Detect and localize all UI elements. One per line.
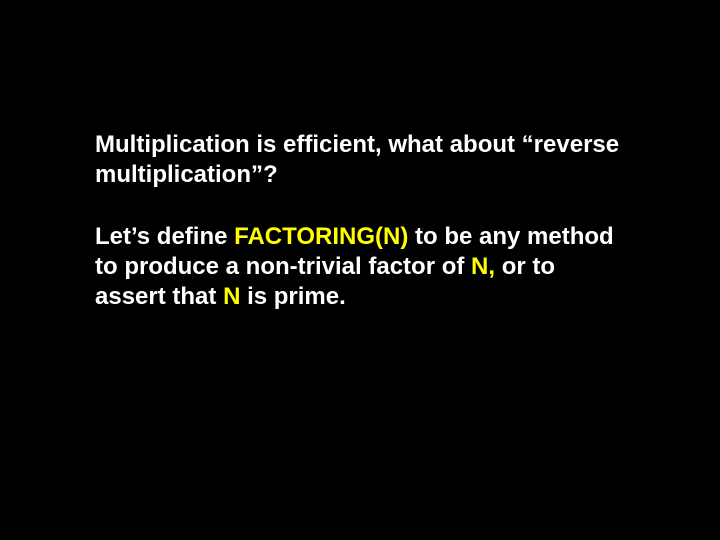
variable-n: N,	[471, 253, 495, 280]
paragraph-2: Let’s define FACTORING(N) to be any meth…	[95, 222, 625, 312]
text-run: Multiplication is efficient, what about …	[95, 131, 619, 188]
variable-n: N	[223, 283, 240, 310]
slide: Multiplication is efficient, what about …	[0, 0, 720, 540]
factoring-term: FACTORING(N)	[234, 223, 408, 250]
paragraph-1: Multiplication is efficient, what about …	[95, 130, 625, 190]
text-run: is prime.	[240, 283, 345, 310]
text-run: Let’s define	[95, 223, 234, 250]
